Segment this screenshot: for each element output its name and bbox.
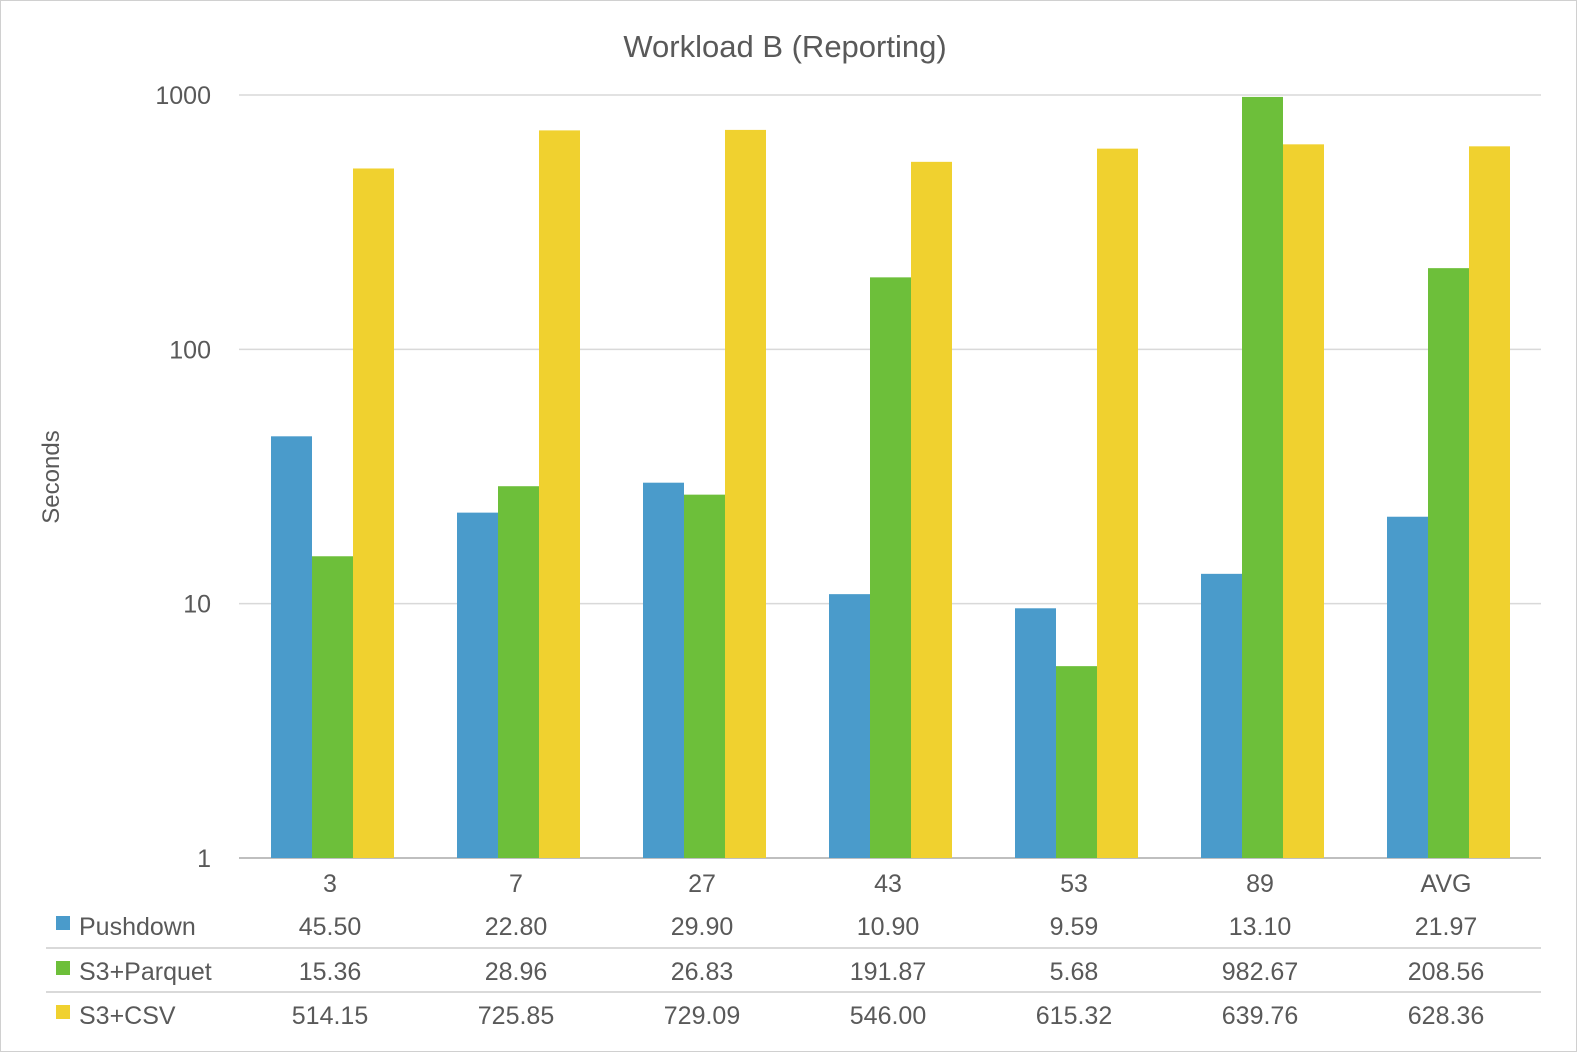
- x-tick-label: 27: [688, 870, 716, 898]
- bar-s3-csv-avg: [1469, 146, 1510, 859]
- data-label: 22.80: [485, 913, 548, 941]
- legend-swatch: [56, 916, 70, 930]
- data-label: 9.59: [1050, 913, 1099, 941]
- legend-label: S3+CSV: [79, 1002, 176, 1030]
- x-tick-label: 3: [323, 870, 337, 898]
- data-label: 615.32: [1036, 1002, 1112, 1030]
- bar-pushdown-7: [457, 512, 498, 858]
- data-label: 546.00: [850, 1002, 926, 1030]
- data-label: 725.85: [478, 1002, 554, 1030]
- data-label: 13.10: [1229, 913, 1292, 941]
- bars: [271, 96, 1510, 859]
- data-label: 982.67: [1222, 958, 1298, 986]
- bar-pushdown-53: [1015, 608, 1056, 858]
- data-label: 5.68: [1050, 958, 1099, 986]
- bar-s3-parquet-53: [1056, 666, 1097, 858]
- bar-pushdown-89: [1201, 573, 1242, 858]
- legend-label: S3+Parquet: [79, 958, 212, 986]
- chart-title: Workload B (Reporting): [623, 29, 946, 64]
- y-tick-label: 1000: [155, 82, 211, 110]
- data-label: 639.76: [1222, 1002, 1298, 1030]
- data-label: 21.97: [1415, 913, 1478, 941]
- bar-s3-csv-3: [353, 168, 394, 858]
- data-label: 628.36: [1408, 1002, 1484, 1030]
- x-tick-label: 53: [1060, 870, 1088, 898]
- y-tick-label: 1: [197, 845, 211, 873]
- bar-s3-csv-43: [911, 161, 952, 858]
- x-tick-label: 7: [509, 870, 523, 898]
- bar-s3-parquet-3: [312, 556, 353, 858]
- data-label: 191.87: [850, 958, 926, 986]
- data-label: 15.36: [299, 958, 362, 986]
- bar-s3-parquet-7: [498, 486, 539, 858]
- legend-label: Pushdown: [79, 913, 196, 941]
- y-tick-label: 100: [169, 336, 211, 364]
- legend-swatch: [56, 961, 70, 975]
- data-label: 208.56: [1408, 958, 1484, 986]
- legend-swatch: [56, 1005, 70, 1019]
- data-label: 45.50: [299, 913, 362, 941]
- data-label: 26.83: [671, 958, 734, 986]
- y-axis-label: Seconds: [38, 430, 65, 523]
- bar-pushdown-43: [829, 594, 870, 858]
- data-table: 3 7 27 43 53 89 AVG Pushdown 45.50 22.80 29.90 10.9…: [46, 870, 1541, 1030]
- data-label: 514.15: [292, 1002, 368, 1030]
- bar-s3-csv-89: [1283, 144, 1324, 859]
- bar-s3-csv-53: [1097, 148, 1138, 858]
- bar-s3-parquet-43: [870, 277, 911, 858]
- x-tick-label: 43: [874, 870, 902, 898]
- bar-pushdown-3: [271, 436, 312, 858]
- bar-s3-parquet-avg: [1428, 268, 1469, 859]
- bar-pushdown-avg: [1387, 516, 1428, 858]
- x-tick-label: 89: [1246, 870, 1274, 898]
- x-tick-label: AVG: [1421, 870, 1472, 898]
- bar-s3-csv-7: [539, 130, 580, 858]
- bar-s3-parquet-89: [1242, 96, 1283, 859]
- bar-s3-parquet-27: [684, 494, 725, 858]
- bar-s3-csv-27: [725, 129, 766, 859]
- data-label: 10.90: [857, 913, 920, 941]
- data-label: 729.09: [664, 1002, 740, 1030]
- y-tick-label: 10: [183, 591, 211, 619]
- data-label: 29.90: [671, 913, 734, 941]
- bar-pushdown-27: [643, 482, 684, 858]
- data-label: 28.96: [485, 958, 548, 986]
